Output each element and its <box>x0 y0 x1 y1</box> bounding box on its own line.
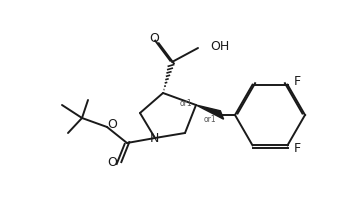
Text: O: O <box>149 32 159 44</box>
Text: F: F <box>293 75 301 88</box>
Text: O: O <box>107 119 117 132</box>
Text: N: N <box>149 132 159 144</box>
Text: or1: or1 <box>180 99 193 107</box>
Text: OH: OH <box>210 40 229 54</box>
Text: or1: or1 <box>204 115 217 123</box>
Polygon shape <box>196 105 224 119</box>
Text: O: O <box>107 157 117 169</box>
Text: F: F <box>293 142 301 155</box>
